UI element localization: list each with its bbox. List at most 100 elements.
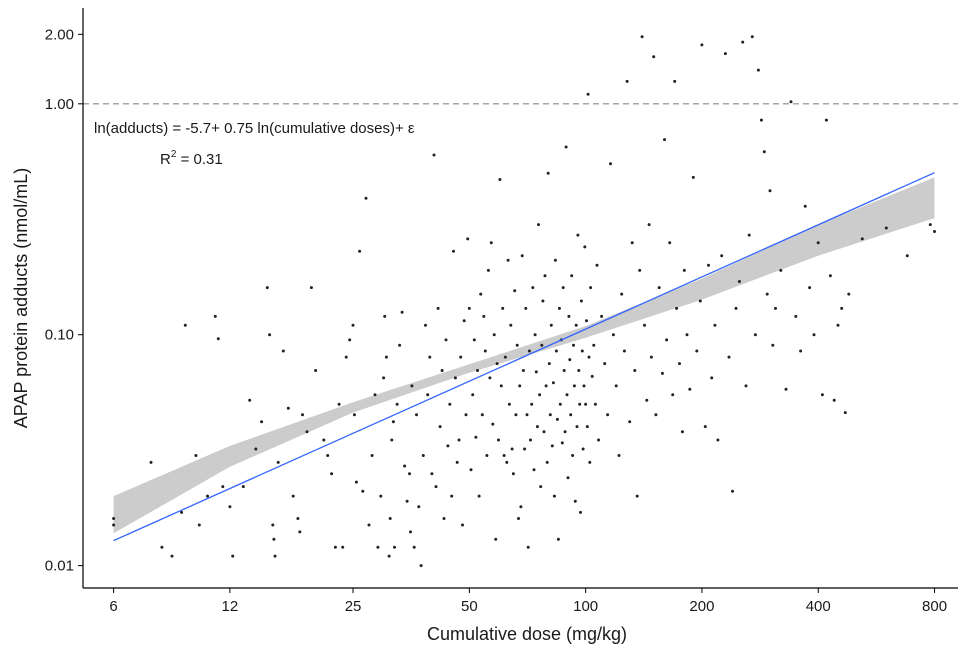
data-point (440, 369, 444, 372)
data-point (494, 537, 498, 541)
data-point (446, 444, 450, 448)
data-point (149, 460, 153, 464)
data-point (688, 387, 692, 391)
r2-annotation: R2 = 0.31 (160, 149, 223, 168)
data-point (408, 472, 411, 476)
data-point (525, 413, 529, 417)
data-point (611, 333, 615, 337)
data-point (495, 362, 499, 366)
data-point (545, 460, 549, 464)
data-point (499, 384, 503, 388)
data-point (753, 333, 757, 337)
data-point (585, 425, 589, 429)
data-point (524, 306, 528, 310)
data-point (531, 286, 535, 290)
data-point (633, 369, 637, 372)
data-point (620, 292, 624, 296)
data-point (515, 343, 519, 347)
data-point (568, 358, 572, 362)
data-point (575, 425, 579, 429)
data-point (549, 323, 553, 327)
data-point (529, 438, 532, 442)
data-point (603, 362, 607, 366)
data-point (326, 454, 330, 457)
data-point (750, 35, 754, 39)
data-point (291, 494, 295, 498)
data-point (180, 510, 184, 514)
data-point (538, 393, 542, 397)
data-point (391, 420, 395, 424)
data-point (905, 254, 909, 258)
data-point (417, 505, 421, 509)
data-point (630, 241, 634, 245)
x-tick-label: 6 (109, 598, 117, 615)
data-point (928, 223, 932, 227)
data-point (405, 499, 409, 503)
data-point (358, 249, 362, 253)
data-point (474, 435, 478, 439)
data-point (485, 454, 489, 457)
data-point (731, 489, 734, 493)
data-point (521, 369, 525, 372)
confidence-band (113, 177, 935, 534)
data-point (537, 223, 540, 227)
data-point (565, 393, 569, 397)
data-point (273, 554, 277, 558)
data-point (488, 376, 492, 380)
data-point (183, 323, 187, 327)
data-point (645, 398, 649, 402)
data-point (573, 499, 577, 503)
data-point (492, 333, 496, 337)
data-point (638, 268, 642, 272)
data-point (379, 494, 383, 498)
data-point (554, 349, 558, 353)
data-point (555, 417, 559, 421)
data-point (395, 402, 399, 406)
data-point (491, 422, 495, 426)
data-point (471, 393, 475, 397)
data-point (600, 314, 604, 318)
data-point (527, 349, 531, 353)
data-point (450, 494, 454, 498)
data-point (486, 268, 490, 272)
data-point (720, 254, 724, 258)
data-point (194, 454, 198, 457)
data-point (671, 393, 675, 397)
data-point (707, 263, 710, 267)
data-point (768, 189, 772, 193)
data-point (779, 268, 783, 272)
data-point (577, 369, 581, 372)
data-point (489, 241, 493, 245)
data-point (592, 343, 596, 347)
data-point (455, 460, 459, 464)
data-point (762, 150, 766, 154)
data-point (428, 355, 432, 359)
data-point (657, 286, 661, 290)
data-point (260, 420, 264, 424)
data-point (660, 371, 664, 375)
data-point (541, 299, 545, 303)
data-point (482, 314, 486, 318)
data-point (511, 472, 515, 476)
data-point (582, 384, 586, 388)
data-point (622, 349, 626, 353)
data-point (314, 369, 318, 372)
data-point (296, 517, 300, 520)
data-point (337, 402, 341, 406)
data-point (281, 349, 285, 353)
data-point (502, 454, 506, 457)
x-tick-label: 25 (345, 598, 362, 615)
data-point (756, 68, 760, 72)
data-point (444, 338, 448, 342)
data-point (533, 333, 537, 337)
data-point (737, 280, 741, 283)
x-tick-label: 800 (922, 598, 947, 615)
data-point (384, 355, 388, 359)
data-point (373, 393, 377, 397)
data-point (597, 438, 601, 442)
data-point (480, 413, 484, 417)
data-point (571, 454, 575, 457)
data-point (556, 537, 560, 541)
regression-fit-line (113, 172, 935, 542)
